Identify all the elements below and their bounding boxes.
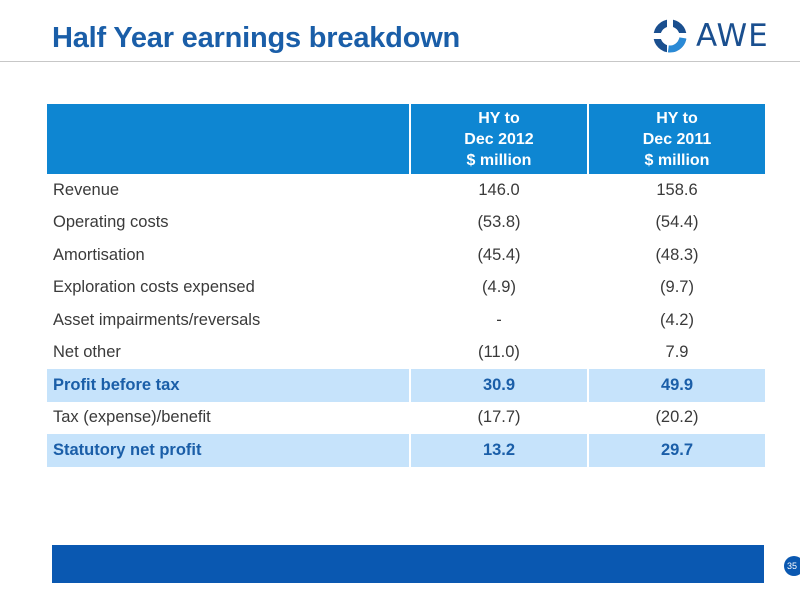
table-row: Exploration costs expensed (4.9) (9.7) bbox=[47, 271, 765, 304]
row-label: Exploration costs expensed bbox=[53, 278, 255, 297]
table-row: Asset impairments/reversals - (4.2) bbox=[47, 304, 765, 337]
row-label: Statutory net profit bbox=[47, 434, 410, 467]
value-hy-dec-2012: (53.8) bbox=[409, 206, 588, 239]
value-hy-dec-2012: (45.4) bbox=[409, 239, 588, 272]
table-header-row: HY to Dec 2012 $ million HY to Dec 2011 … bbox=[47, 104, 765, 174]
row-label: Revenue bbox=[53, 180, 120, 199]
row-label: Operating costs bbox=[53, 213, 169, 232]
value-hy-dec-2011: (54.4) bbox=[587, 206, 765, 239]
value-hy-dec-2011: 7.9 bbox=[587, 336, 765, 369]
header-hy-dec-2012: HY to Dec 2012 $ million bbox=[409, 104, 588, 174]
value-hy-dec-2012: (4.9) bbox=[409, 271, 588, 304]
table-row: Net other (11.0) 7.9 bbox=[47, 336, 765, 369]
table-row: Profit before tax 30.9 49.9 bbox=[47, 369, 765, 402]
value-hy-dec-2012: (11.0) bbox=[409, 336, 588, 369]
slide-title: Half Year earnings breakdown bbox=[52, 22, 461, 54]
value-hy-dec-2012: 13.2 bbox=[409, 434, 588, 467]
value-hy-dec-2012: - bbox=[409, 304, 588, 337]
value-hy-dec-2011: 49.9 bbox=[587, 369, 765, 402]
value-hy-dec-2011: 29.7 bbox=[587, 434, 765, 467]
earnings-table: HY to Dec 2012 $ million HY to Dec 2011 … bbox=[47, 104, 765, 467]
title-divider bbox=[0, 61, 800, 62]
footer-bar bbox=[52, 545, 764, 583]
row-label: Tax (expense)/benefit bbox=[53, 408, 211, 427]
table-row: Tax (expense)/benefit (17.7) (20.2) bbox=[47, 401, 765, 434]
page-number-badge: 35 bbox=[784, 556, 800, 576]
row-label: Net other bbox=[53, 343, 121, 362]
header-hy-dec-2011: HY to Dec 2011 $ million bbox=[587, 104, 765, 174]
value-hy-dec-2011: (20.2) bbox=[587, 401, 765, 434]
table-row: Revenue 146.0 158.6 bbox=[47, 174, 765, 207]
value-hy-dec-2012: 146.0 bbox=[409, 174, 588, 207]
value-hy-dec-2011: (48.3) bbox=[587, 239, 765, 272]
row-label: Asset impairments/reversals bbox=[53, 310, 261, 329]
value-hy-dec-2011: 158.6 bbox=[587, 174, 765, 207]
row-label: Profit before tax bbox=[47, 369, 410, 402]
value-hy-dec-2012: (17.7) bbox=[409, 401, 588, 434]
awe-logo-icon bbox=[652, 18, 688, 54]
company-logo: AWE bbox=[652, 17, 769, 55]
table-row: Amortisation (45.4) (48.3) bbox=[47, 239, 765, 272]
value-hy-dec-2012: 30.9 bbox=[409, 369, 588, 402]
table-row: Operating costs (53.8) (54.4) bbox=[47, 206, 765, 239]
logo-text: AWE bbox=[696, 18, 769, 54]
header-label-column bbox=[47, 104, 410, 174]
row-label: Amortisation bbox=[53, 245, 145, 264]
value-hy-dec-2011: (9.7) bbox=[587, 271, 765, 304]
table-row: Statutory net profit 13.2 29.7 bbox=[47, 434, 765, 467]
value-hy-dec-2011: (4.2) bbox=[587, 304, 765, 337]
